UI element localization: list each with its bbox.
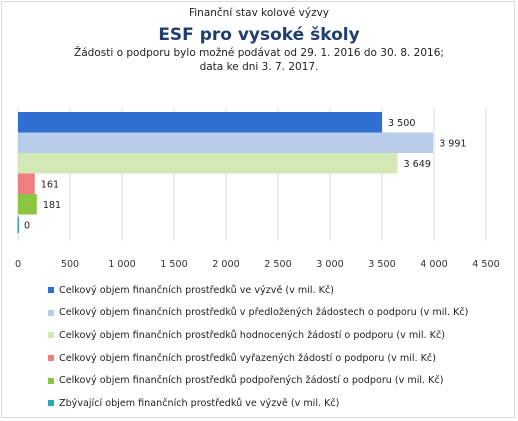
x-tick-label: 4 000 [420,259,447,270]
x-tick-label: 2 000 [212,259,239,270]
x-tick-label: 500 [61,259,79,270]
x-tick-label: 1 500 [160,259,187,270]
legend-label: Celkový objem finančních prostředků podp… [59,375,444,387]
chart-title: ESF pro vysoké školy [158,25,360,45]
legend-label: Celkový objem finančních prostředků ve v… [59,284,334,296]
chart-subtitle-line2: data ke dni 3. 7. 2017. [199,61,319,73]
chart-header: Finanční stav kolové výzvy ESF pro vysok… [0,7,518,74]
legend-swatch [48,377,54,384]
legend-label: Celkový objem finančních prostředků hodn… [59,329,445,341]
x-tick-label: 2 500 [264,259,291,270]
legend-label: Celkový objem finančních prostředků v př… [59,307,469,319]
legend-swatch [48,332,54,339]
bar [18,112,382,133]
data-label: 161 [41,179,59,190]
x-tick-label: 3 500 [368,259,395,270]
chart-legend: Celkový objem finančních prostředků ve v… [48,279,508,415]
legend-item: Celkový objem finančních prostředků vyřa… [48,347,508,370]
x-tick-label: 3 000 [316,259,343,270]
x-tick-label: 4 500 [472,259,499,270]
bar [17,216,19,233]
data-label: 3 991 [439,138,466,149]
data-label: 3 649 [403,159,430,170]
chart-supertitle: Finanční stav kolové výzvy [188,7,330,19]
legend-swatch [48,287,54,294]
legend-item: Celkový objem finančních prostředků v př… [48,302,508,325]
data-label: 3 500 [388,118,415,129]
legend-swatch [48,400,54,407]
data-label: 0 [24,220,30,231]
legend-label: Zbývající objem finančních prostředků ve… [59,397,340,409]
bar [18,173,35,194]
legend-item: Celkový objem finančních prostředků hodn… [48,324,508,347]
bar [18,132,434,153]
legend-item: Celkový objem finančních prostředků podp… [48,369,508,392]
x-tick-label: 1 000 [108,259,135,270]
legend-item: Celkový objem finančních prostředků ve v… [48,279,508,302]
legend-item: Zbývající objem finančních prostředků ve… [48,392,508,415]
legend-swatch [48,309,54,316]
chart-subtitle-line1: Žádosti o podporu bylo možné podávat od … [74,47,444,59]
bar [18,153,398,174]
x-tick-label: 0 [15,259,21,270]
legend-swatch [48,355,54,362]
data-label: 181 [43,200,61,211]
legend-label: Celkový objem finančních prostředků vyřa… [59,352,436,364]
bar [18,194,37,215]
